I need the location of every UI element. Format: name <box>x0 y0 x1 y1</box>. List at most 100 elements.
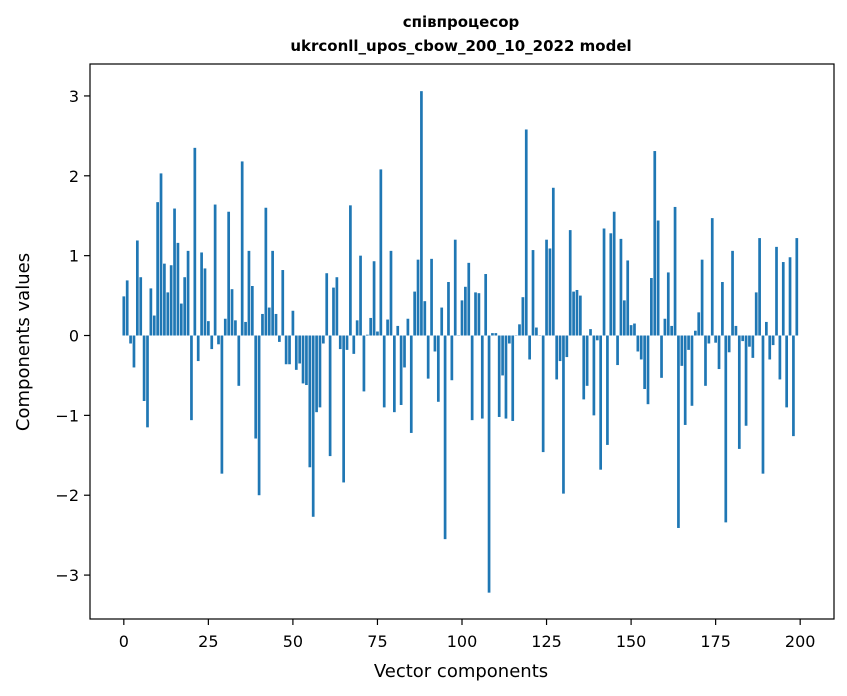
bar-144 <box>609 233 613 336</box>
bar-84 <box>406 318 410 336</box>
bars-group <box>122 91 799 593</box>
bar-21 <box>193 147 197 336</box>
bar-128 <box>555 335 559 380</box>
bar-158 <box>656 220 660 336</box>
bar-133 <box>572 291 575 336</box>
bar-112 <box>501 335 504 376</box>
bar-190 <box>765 321 768 336</box>
bar-163 <box>673 206 677 336</box>
bar-50 <box>291 310 295 336</box>
bar-193 <box>775 246 778 336</box>
bar-4 <box>135 240 139 336</box>
bar-8 <box>149 288 153 336</box>
bar-155 <box>646 335 650 405</box>
bar-100 <box>460 300 464 336</box>
bar-161 <box>666 272 670 336</box>
bar-180 <box>731 250 734 336</box>
bar-42 <box>264 207 268 336</box>
bar-138 <box>589 329 592 336</box>
bar-29 <box>220 335 224 474</box>
bar-142 <box>602 228 606 336</box>
bar-173 <box>707 335 711 344</box>
bar-31 <box>227 211 231 336</box>
bar-20 <box>190 335 193 421</box>
bar-139 <box>592 335 596 416</box>
bar-34 <box>237 335 241 386</box>
bar-38 <box>250 286 254 336</box>
bar-44 <box>271 250 274 336</box>
bar-137 <box>585 335 589 386</box>
bar-56 <box>311 335 315 517</box>
bar-49 <box>288 335 291 365</box>
bar-156 <box>650 278 653 336</box>
bar-151 <box>633 323 636 336</box>
bar-154 <box>643 335 646 390</box>
bar-169 <box>693 330 697 336</box>
bar-43 <box>267 307 271 336</box>
bar-102 <box>467 262 471 336</box>
bar-108 <box>487 335 491 593</box>
bar-89 <box>423 301 427 336</box>
bar-199 <box>795 238 799 336</box>
bar-3 <box>132 335 136 368</box>
x-tick-label-8: 200 <box>785 632 816 651</box>
bar-53 <box>301 335 305 384</box>
bar-76 <box>379 169 383 336</box>
x-tick-label-6: 150 <box>616 632 647 651</box>
bar-80 <box>393 335 396 413</box>
x-tick-label-2: 50 <box>283 632 303 651</box>
bar-70 <box>359 255 362 336</box>
y-axis-ticks: −3 −2 −1 0 1 2 3 <box>55 87 90 585</box>
bar-33 <box>234 320 237 336</box>
bar-78 <box>386 319 389 336</box>
bar-159 <box>660 335 663 378</box>
bar-40 <box>257 335 261 496</box>
bar-37 <box>247 250 251 336</box>
bar-82 <box>399 335 403 405</box>
bar-66 <box>345 335 349 350</box>
bar-110 <box>494 333 498 336</box>
bar-5 <box>139 277 143 336</box>
bar-187 <box>754 292 758 336</box>
bar-141 <box>599 335 603 470</box>
y-tick-label-0: −3 <box>55 566 79 585</box>
bar-157 <box>653 151 657 336</box>
bar-17 <box>179 303 183 336</box>
x-tick-label-7: 175 <box>700 632 731 651</box>
y-tick-label-2: −1 <box>55 406 79 425</box>
x-tick-label-5: 125 <box>531 632 562 651</box>
bar-67 <box>349 205 352 336</box>
bar-12 <box>163 263 166 336</box>
bar-115 <box>511 335 515 421</box>
bar-48 <box>284 335 288 365</box>
chart-title-line2: ukrconll_upos_cbow_200_10_2022 model <box>290 37 631 55</box>
y-tick-label-6: 3 <box>69 87 79 106</box>
x-tick-label-3: 75 <box>367 632 387 651</box>
bar-146 <box>616 335 619 366</box>
bar-77 <box>382 335 386 408</box>
bar-69 <box>355 320 359 336</box>
bar-93 <box>436 335 440 402</box>
bar-134 <box>575 289 579 336</box>
bar-106 <box>480 335 484 419</box>
x-tick-label-0: 0 <box>119 632 129 651</box>
bar-140 <box>595 335 599 341</box>
bar-103 <box>470 335 474 421</box>
bar-57 <box>315 335 318 413</box>
bar-130 <box>562 335 565 494</box>
bar-171 <box>700 259 704 336</box>
bar-23 <box>200 252 203 336</box>
bar-96 <box>447 282 450 336</box>
bar-120 <box>528 335 531 360</box>
bar-51 <box>294 335 298 370</box>
bar-9 <box>152 315 156 336</box>
bar-2 <box>129 335 132 344</box>
bar-119 <box>524 129 528 336</box>
bar-143 <box>606 335 609 445</box>
bar-192 <box>771 335 775 346</box>
bar-41 <box>261 313 264 336</box>
bar-68 <box>352 335 356 354</box>
bar-92 <box>433 335 437 352</box>
bar-63 <box>335 277 339 336</box>
